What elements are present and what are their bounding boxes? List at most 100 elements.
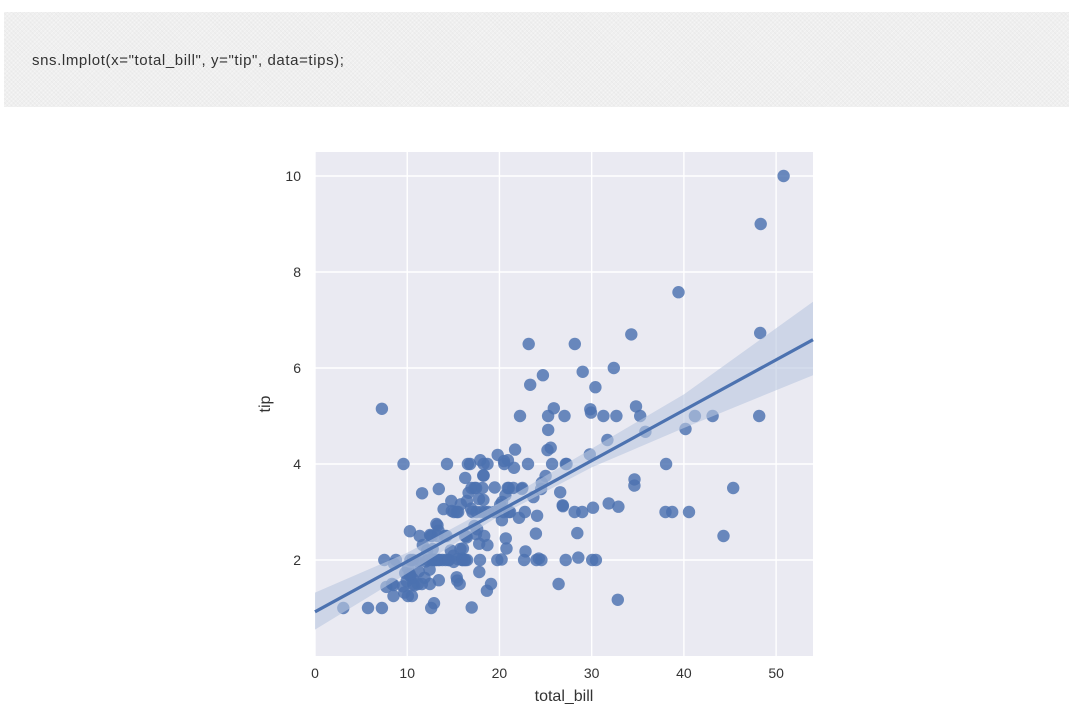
x-axis-label: total_bill xyxy=(535,688,594,705)
data-point xyxy=(403,525,417,538)
data-point xyxy=(597,409,610,423)
confidence-band xyxy=(315,301,813,630)
x-tick-labels: 0 10 20 30 40 50 xyxy=(311,665,784,681)
data-point xyxy=(607,361,620,375)
data-point xyxy=(473,565,486,579)
data-point xyxy=(375,601,389,615)
data-point xyxy=(500,542,513,555)
data-point xyxy=(405,589,419,603)
data-point xyxy=(499,532,512,545)
data-point xyxy=(571,526,584,540)
data-point xyxy=(584,406,598,419)
data-point xyxy=(459,471,472,485)
y-tick-label: 2 xyxy=(293,552,301,568)
data-point xyxy=(423,563,436,576)
data-point xyxy=(481,538,494,552)
data-point xyxy=(554,486,567,499)
data-point xyxy=(612,500,625,513)
data-point xyxy=(542,423,555,437)
x-tick-label: 30 xyxy=(584,665,600,681)
data-point xyxy=(375,402,389,415)
y-tick-labels: 2 4 6 8 10 xyxy=(285,168,301,568)
data-point xyxy=(465,601,478,614)
data-point xyxy=(552,577,565,591)
data-point xyxy=(518,505,532,519)
data-point xyxy=(488,481,501,494)
data-point xyxy=(727,481,740,495)
data-point xyxy=(397,457,410,471)
data-point xyxy=(559,553,572,567)
data-point xyxy=(753,409,766,423)
data-point xyxy=(666,505,679,519)
y-tick-label: 6 xyxy=(293,360,301,376)
y-tick-label: 10 xyxy=(285,168,301,184)
data-point xyxy=(754,326,767,340)
data-point xyxy=(477,493,490,507)
y-axis-label: tip xyxy=(257,395,274,412)
data-point xyxy=(576,505,589,519)
code-cell[interactable]: sns.lmplot(x="total_bill", y="tip", data… xyxy=(4,12,1069,107)
regression-line xyxy=(314,338,814,614)
data-point xyxy=(625,328,638,341)
data-point xyxy=(463,457,477,471)
data-point xyxy=(445,494,458,508)
data-point xyxy=(453,577,466,591)
x-tick-label: 20 xyxy=(492,665,508,681)
data-point xyxy=(432,574,445,587)
data-point xyxy=(476,481,489,495)
data-point xyxy=(717,529,730,543)
data-point xyxy=(545,457,559,471)
data-point xyxy=(415,487,429,500)
data-point xyxy=(611,593,624,606)
x-tick-label: 40 xyxy=(676,665,692,681)
data-point xyxy=(536,369,550,382)
data-point xyxy=(524,378,537,391)
data-point xyxy=(576,365,589,378)
data-point xyxy=(629,400,643,413)
x-tick-label: 50 xyxy=(768,665,784,681)
data-point xyxy=(628,473,641,486)
data-point xyxy=(473,553,487,567)
data-point xyxy=(572,551,585,564)
data-point xyxy=(361,601,375,615)
data-point xyxy=(672,286,685,299)
y-tick-label: 8 xyxy=(293,264,301,280)
data-point xyxy=(495,553,508,566)
code-source[interactable]: sns.lmplot(x="total_bill", y="tip", data… xyxy=(32,52,345,69)
data-point xyxy=(521,457,535,471)
data-point xyxy=(477,469,490,482)
data-point xyxy=(777,169,790,183)
x-tick-label: 0 xyxy=(311,665,319,681)
data-point xyxy=(387,589,400,603)
data-point xyxy=(556,500,570,513)
data-point xyxy=(530,509,544,522)
data-point xyxy=(481,457,494,471)
data-point xyxy=(544,441,557,454)
data-point xyxy=(522,337,535,351)
data-point xyxy=(432,482,445,496)
data-point xyxy=(460,553,474,567)
data-point xyxy=(529,527,543,540)
data-point xyxy=(602,497,615,510)
data-point xyxy=(513,409,527,423)
data-point xyxy=(427,597,441,610)
data-point xyxy=(547,402,560,415)
data-point xyxy=(589,381,602,394)
data-point xyxy=(519,545,532,558)
data-point xyxy=(659,457,673,471)
data-point xyxy=(682,505,696,519)
data-point xyxy=(456,542,470,555)
data-point xyxy=(754,217,767,231)
data-point xyxy=(568,337,581,351)
data-point xyxy=(610,409,623,423)
data-point xyxy=(589,553,603,567)
data-point xyxy=(558,409,571,423)
data-point xyxy=(507,461,521,474)
data-point xyxy=(508,443,522,456)
data-point xyxy=(484,577,498,591)
data-point xyxy=(535,553,548,567)
data-point xyxy=(586,501,600,514)
data-point xyxy=(440,457,454,471)
y-tick-label: 4 xyxy=(293,456,301,472)
